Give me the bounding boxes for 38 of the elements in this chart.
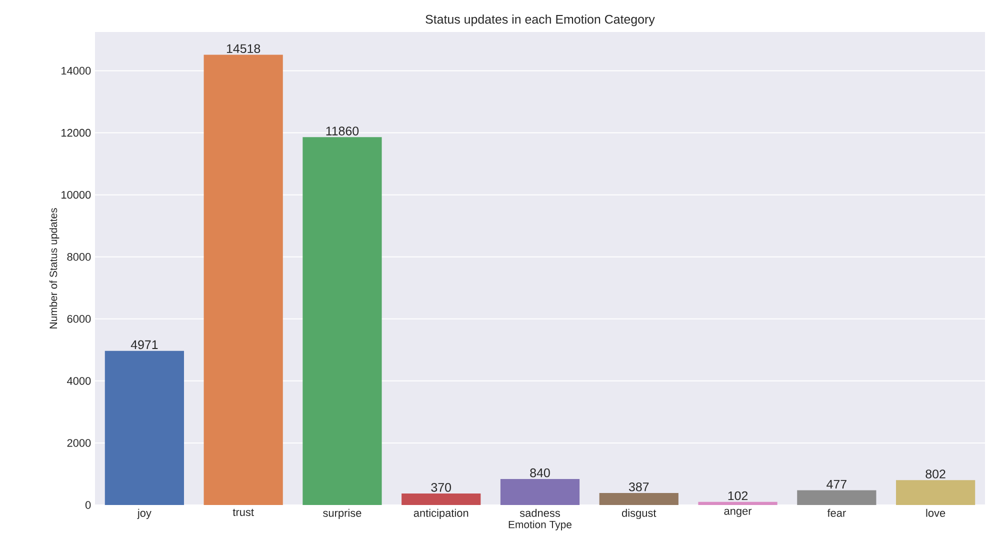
bar — [402, 494, 481, 505]
bar — [500, 478, 580, 505]
x-tick-label: trust — [232, 508, 254, 516]
bar — [797, 490, 876, 505]
data-label: 802 — [926, 470, 946, 478]
data-label: 387 — [628, 482, 649, 492]
bar — [896, 480, 976, 505]
data-label: 4971 — [130, 340, 158, 350]
data-label: 11860 — [326, 126, 359, 136]
y-tick-label: 12000 — [62, 128, 91, 137]
y-axis-title: Number of Status updates — [49, 208, 60, 328]
bar — [302, 137, 382, 505]
x-tick-label: anger — [724, 508, 752, 518]
x-tick-label: disgust — [622, 508, 656, 520]
x-tick-label: joy — [137, 508, 152, 520]
bar — [104, 350, 184, 505]
bar — [698, 502, 778, 505]
y-tick-label: 6000 — [67, 315, 91, 323]
data-label: 14518 — [226, 44, 260, 53]
x-tick-label: love — [926, 508, 946, 517]
data-label: 840 — [530, 468, 550, 478]
data-label: 477 — [826, 480, 846, 489]
y-tick-label: 2000 — [67, 439, 91, 447]
chart-title: Status updates in each Emotion Category — [426, 14, 655, 26]
y-tick-label: 8000 — [67, 252, 91, 261]
x-tick-label: fear — [827, 508, 846, 517]
y-tick-label: 4000 — [67, 377, 91, 385]
x-tick-label: anticipation — [414, 508, 468, 520]
data-label: 370 — [431, 483, 452, 492]
bar — [599, 492, 678, 505]
y-tick-label: 0 — [85, 501, 91, 509]
y-tick-label: 10000 — [62, 190, 91, 199]
x-tick-label: surprise — [323, 508, 362, 520]
bar — [204, 54, 283, 505]
y-tick-label: 14000 — [62, 66, 91, 75]
x-axis-title: Emotion Type — [508, 520, 572, 530]
data-label: 102 — [728, 491, 748, 500]
x-tick-label: sadness — [520, 508, 560, 517]
